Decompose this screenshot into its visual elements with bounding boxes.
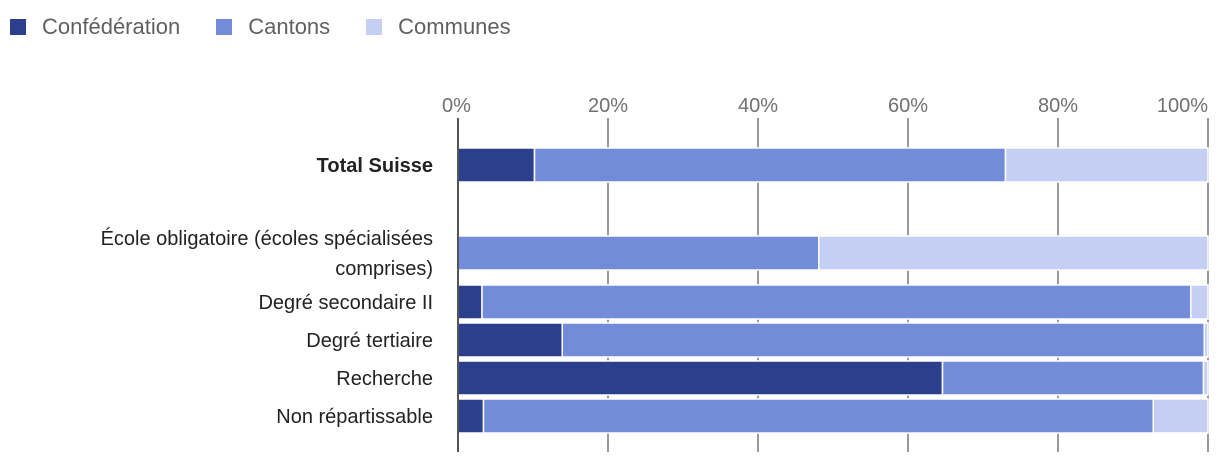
x-tick-label: 80%	[1038, 95, 1078, 117]
legend-item-communes[interactable]: Communes	[366, 12, 511, 42]
x-tick-label: 100%	[1157, 95, 1208, 117]
bar-segment-communes[interactable]	[1190, 284, 1209, 320]
category-label: comprises)	[335, 258, 433, 280]
legend-swatch-confederation	[10, 19, 26, 35]
legend-label-communes: Communes	[398, 14, 511, 39]
bar-segment-communes[interactable]	[1203, 322, 1209, 358]
x-tick-label: 0%	[442, 95, 471, 117]
bar-segment-confederation[interactable]	[457, 147, 536, 183]
bar-segment-confederation[interactable]	[457, 322, 563, 358]
x-tick-label: 20%	[588, 95, 628, 117]
bar-segment-cantons[interactable]	[533, 147, 1007, 183]
x-tick-label: 60%	[888, 95, 928, 117]
legend-item-confederation[interactable]: Confédération	[10, 12, 180, 42]
category-label: Total Suisse	[317, 155, 433, 177]
bar-segment-confederation[interactable]	[457, 284, 483, 320]
legend-label-cantons: Cantons	[248, 14, 331, 39]
bar-segment-communes[interactable]	[1152, 398, 1209, 434]
x-tick-label: 40%	[738, 95, 778, 117]
bar-segment-cantons[interactable]	[941, 360, 1205, 396]
legend-swatch-communes	[366, 19, 383, 35]
bar-segment-communes[interactable]	[818, 235, 1209, 271]
category-label: École obligatoire (écoles spécialisées	[101, 227, 433, 250]
bar-segment-cantons[interactable]	[457, 235, 820, 271]
bar-segment-communes[interactable]	[1004, 147, 1209, 183]
category-label: Recherche	[336, 368, 433, 390]
legend-swatch-cantons	[216, 19, 233, 35]
bar-segment-confederation[interactable]	[457, 398, 485, 434]
bar-segment-cantons[interactable]	[561, 322, 1205, 358]
bars	[457, 147, 1209, 434]
category-label: Degré tertiaire	[306, 330, 433, 352]
legend-label-confederation: Confédération	[42, 14, 181, 39]
bar-segment-cantons[interactable]	[482, 398, 1154, 434]
category-label: Non répartissable	[276, 406, 433, 428]
category-label: Degré secondaire II	[258, 292, 433, 314]
bar-segment-communes[interactable]	[1202, 360, 1209, 396]
bar-segment-cantons[interactable]	[481, 284, 1192, 320]
bar-segment-confederation[interactable]	[457, 360, 944, 396]
legend-item-cantons[interactable]: Cantons	[216, 12, 330, 42]
legend: Confédération Cantons Communes	[10, 12, 547, 42]
